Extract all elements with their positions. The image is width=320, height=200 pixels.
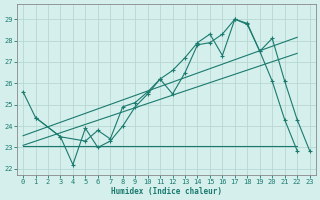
X-axis label: Humidex (Indice chaleur): Humidex (Indice chaleur): [111, 187, 222, 196]
